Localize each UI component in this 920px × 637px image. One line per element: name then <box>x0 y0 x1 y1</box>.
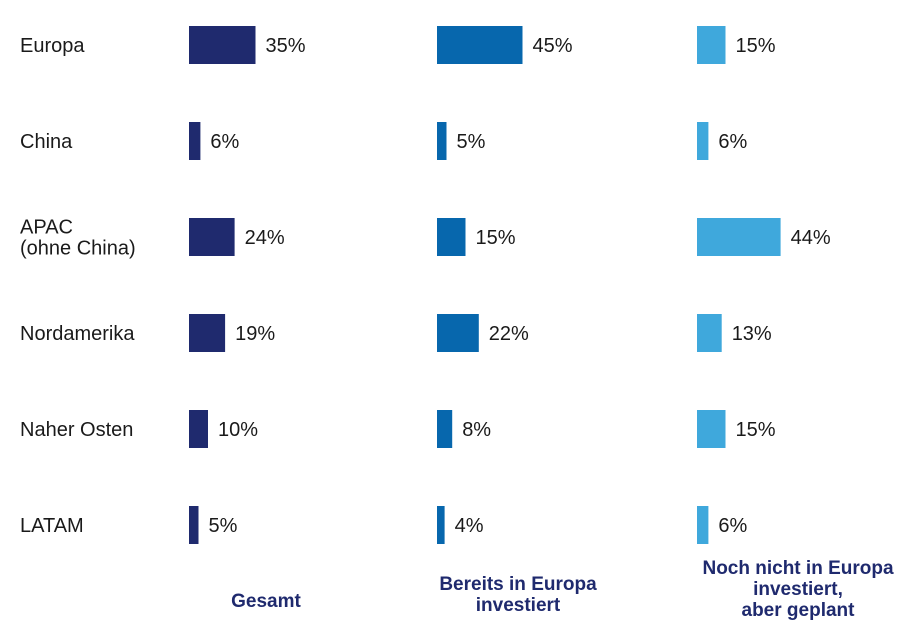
bar <box>697 314 722 352</box>
bar <box>189 314 226 352</box>
data-label: 13% <box>732 323 772 345</box>
data-label: 6% <box>210 131 239 153</box>
data-label: 19% <box>235 323 275 345</box>
category-label: LATAM <box>20 515 84 537</box>
data-label: 10% <box>218 419 258 441</box>
series-title: Bereits in Europa investiert <box>439 574 597 616</box>
data-label: 6% <box>718 515 747 537</box>
data-label: 15% <box>476 227 516 249</box>
bar <box>189 26 256 64</box>
bar <box>437 506 445 544</box>
bar <box>437 314 479 352</box>
bar <box>437 122 447 160</box>
bar <box>697 122 709 160</box>
bar <box>697 26 726 64</box>
data-label: 5% <box>209 515 238 537</box>
bar <box>189 506 199 544</box>
data-label: 44% <box>791 227 831 249</box>
category-label: Nordamerika <box>20 323 135 345</box>
series-title: Gesamt <box>231 591 301 612</box>
data-label: 22% <box>489 323 529 345</box>
bar <box>437 26 523 64</box>
data-label: 15% <box>736 419 776 441</box>
category-label: Europa <box>20 35 85 57</box>
category-label: APAC (ohne China) <box>20 217 136 260</box>
bar <box>437 410 453 448</box>
series-title: Noch nicht in Europa investiert, aber gepl… <box>702 558 893 621</box>
data-label: 15% <box>736 35 776 57</box>
data-label: 6% <box>718 131 747 153</box>
bar <box>697 410 726 448</box>
data-label: 4% <box>455 515 484 537</box>
bar <box>697 218 781 256</box>
data-label: 24% <box>245 227 285 249</box>
category-label: Naher Osten <box>20 419 133 441</box>
data-label: 35% <box>266 35 306 57</box>
data-label: 45% <box>533 35 573 57</box>
bar <box>189 122 201 160</box>
data-label: 8% <box>462 419 491 441</box>
bar <box>697 506 709 544</box>
data-label: 5% <box>457 131 486 153</box>
bar <box>189 410 208 448</box>
category-label: China <box>20 131 73 153</box>
bar <box>437 218 466 256</box>
bar <box>189 218 235 256</box>
